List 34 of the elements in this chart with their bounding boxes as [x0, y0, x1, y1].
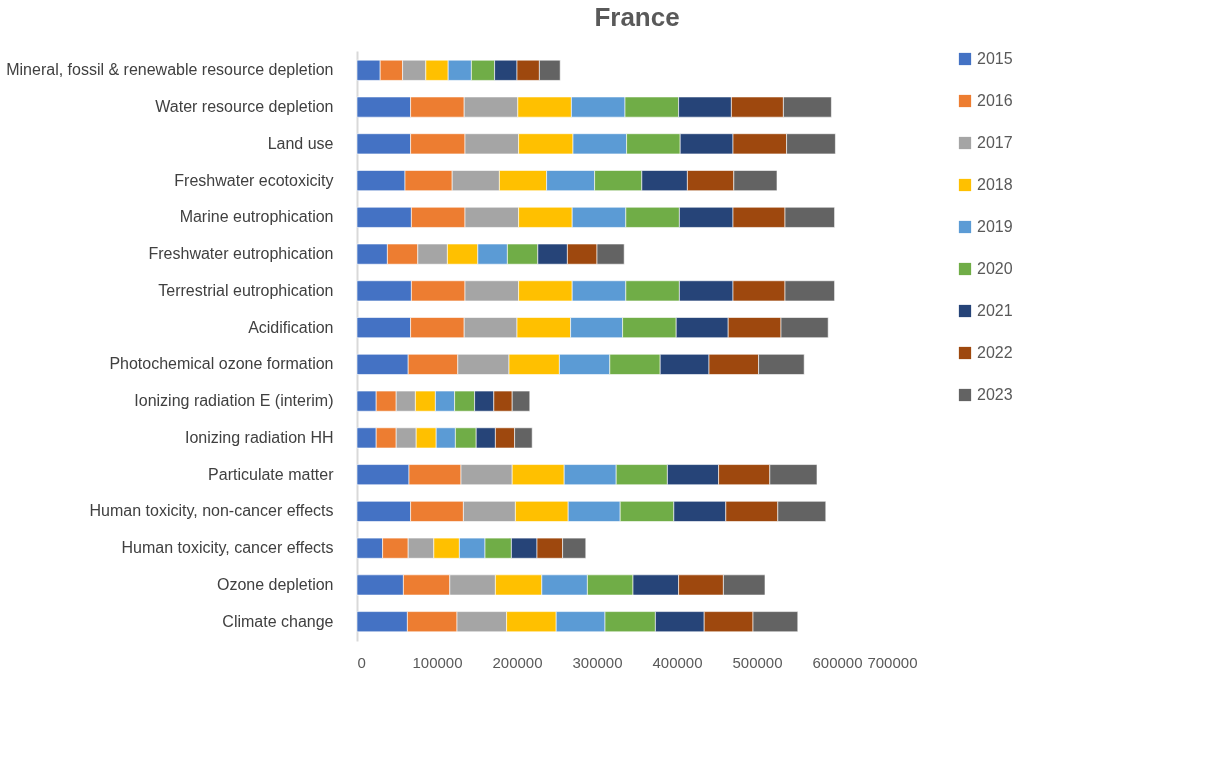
x-tick-label: 300000: [572, 653, 623, 671]
y-tick-label: Particulate matter: [208, 465, 335, 483]
y-tick-label: Mineral, fossil & renewable resource depletion: [6, 61, 334, 79]
y-tick-label: Terrestrial eutrophication: [158, 281, 334, 299]
y-tick-label: Photochemical ozone formation: [109, 355, 334, 373]
x-tick-label: 500000: [732, 653, 783, 671]
legend-label: 2021: [977, 302, 1013, 319]
legend-label: 2018: [977, 176, 1013, 193]
y-tick-label: Water resource depletion: [155, 98, 334, 116]
x-tick-label: 400000: [652, 653, 703, 671]
y-tick-label: Ionizing radiation HH: [184, 428, 334, 446]
legend-label: 2019: [977, 218, 1013, 235]
x-tick-label: 0: [357, 653, 366, 671]
x-tick-label: 700000: [867, 653, 918, 671]
y-tick-label: Human toxicity, non-cancer effects: [89, 502, 334, 520]
y-tick-label: Climate change: [222, 612, 334, 630]
legend-label: 2020: [977, 260, 1013, 277]
y-tick-label: Marine eutrophication: [179, 208, 334, 226]
x-tick-label: 200000: [492, 653, 543, 671]
x-tick-label: 100000: [412, 653, 463, 671]
legend-label: 2017: [977, 134, 1013, 151]
legend-label: 2015: [977, 50, 1013, 67]
y-tick-label: Freshwater ecotoxicity: [174, 171, 334, 189]
y-tick-label: Acidification: [248, 318, 334, 336]
y-tick-label: Ionizing radiation E (interim): [134, 392, 334, 410]
x-tick-label: 600000: [812, 653, 863, 671]
legend-label: 2016: [977, 92, 1013, 109]
y-tick-label: Land use: [267, 134, 334, 152]
y-tick-label: Freshwater eutrophication: [148, 245, 334, 263]
legend-label: 2022: [977, 344, 1013, 361]
chart-title: France: [594, 2, 680, 32]
y-tick-label: Human toxicity, cancer effects: [121, 539, 334, 557]
legend-label: 2023: [977, 386, 1013, 403]
y-tick-label: Ozone depletion: [216, 575, 334, 593]
